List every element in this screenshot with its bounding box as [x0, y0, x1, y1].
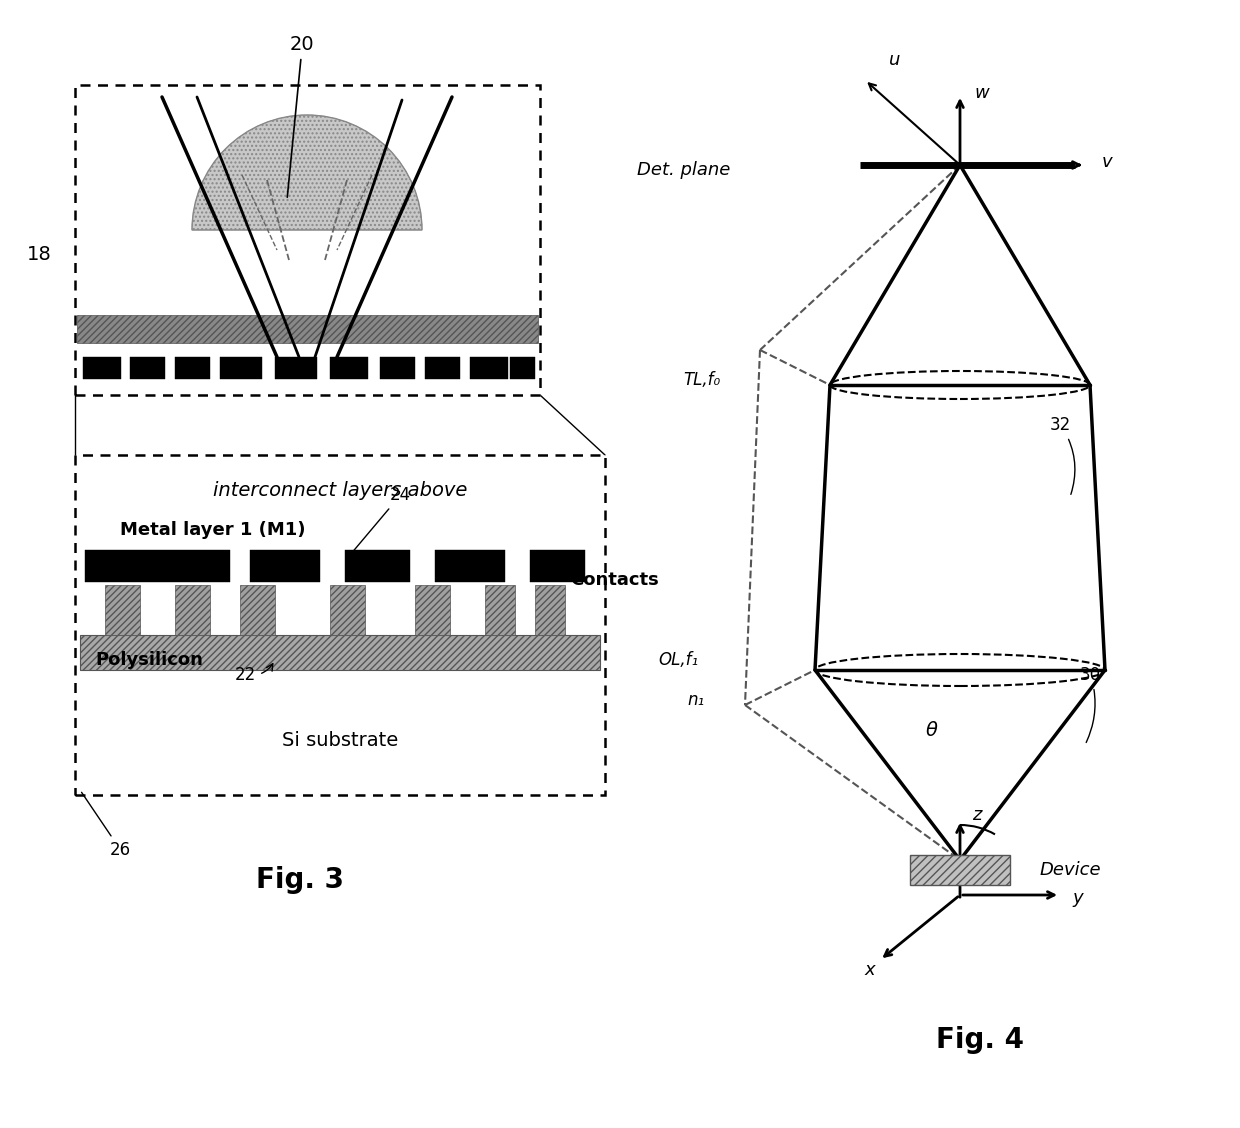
Wedge shape	[192, 115, 422, 230]
Bar	[510, 356, 534, 379]
Bar	[275, 356, 317, 379]
Text: n₁: n₁	[688, 691, 706, 710]
Bar	[74, 85, 539, 395]
Bar	[77, 224, 538, 360]
Bar	[175, 585, 210, 635]
Text: Metal layer 1 (M1): Metal layer 1 (M1)	[120, 521, 305, 539]
Bar	[330, 585, 365, 635]
Bar	[77, 87, 538, 393]
Bar	[425, 356, 460, 379]
Bar	[534, 585, 565, 635]
Text: Contacts: Contacts	[570, 571, 658, 589]
Bar	[74, 455, 605, 795]
Bar	[130, 356, 165, 379]
Text: z: z	[972, 807, 982, 823]
Text: θ: θ	[926, 721, 937, 740]
Bar	[81, 635, 600, 670]
Bar	[379, 356, 415, 379]
Text: 26: 26	[82, 792, 131, 860]
Bar	[435, 550, 505, 582]
Bar	[250, 550, 320, 582]
Bar	[330, 356, 368, 379]
Bar	[175, 356, 210, 379]
Text: Fig. 3: Fig. 3	[255, 866, 343, 895]
Bar	[83, 356, 122, 379]
Bar	[77, 224, 538, 360]
Text: Det. plane: Det. plane	[636, 161, 730, 179]
Text: y: y	[1073, 889, 1083, 907]
Bar	[470, 356, 508, 379]
Text: 22: 22	[236, 663, 273, 684]
Text: 30: 30	[1080, 666, 1101, 742]
Bar	[219, 356, 262, 379]
Bar	[910, 855, 1011, 885]
Text: u: u	[889, 51, 900, 69]
Bar	[345, 550, 410, 582]
Text: 20: 20	[288, 35, 315, 197]
Text: v: v	[1102, 153, 1112, 171]
Text: Si substrate: Si substrate	[281, 731, 398, 749]
Text: 32: 32	[1050, 416, 1075, 494]
Text: 24: 24	[352, 486, 412, 553]
Text: 18: 18	[27, 246, 52, 264]
Bar	[86, 550, 229, 582]
Bar	[529, 550, 585, 582]
Text: TL,f₀: TL,f₀	[683, 371, 720, 389]
Bar	[105, 585, 140, 635]
Bar	[77, 315, 538, 343]
Text: Polysilicon: Polysilicon	[95, 651, 203, 669]
Text: x: x	[864, 961, 875, 979]
Bar	[81, 670, 600, 790]
Text: Fig. 4: Fig. 4	[936, 1026, 1024, 1054]
Bar	[415, 585, 450, 635]
Text: w: w	[973, 83, 988, 102]
Text: interconnect layers above: interconnect layers above	[213, 481, 467, 500]
Bar	[77, 87, 538, 202]
Bar	[485, 585, 515, 635]
Text: Device: Device	[1040, 861, 1101, 879]
Text: OL,f₁: OL,f₁	[658, 651, 698, 669]
Bar	[241, 585, 275, 635]
